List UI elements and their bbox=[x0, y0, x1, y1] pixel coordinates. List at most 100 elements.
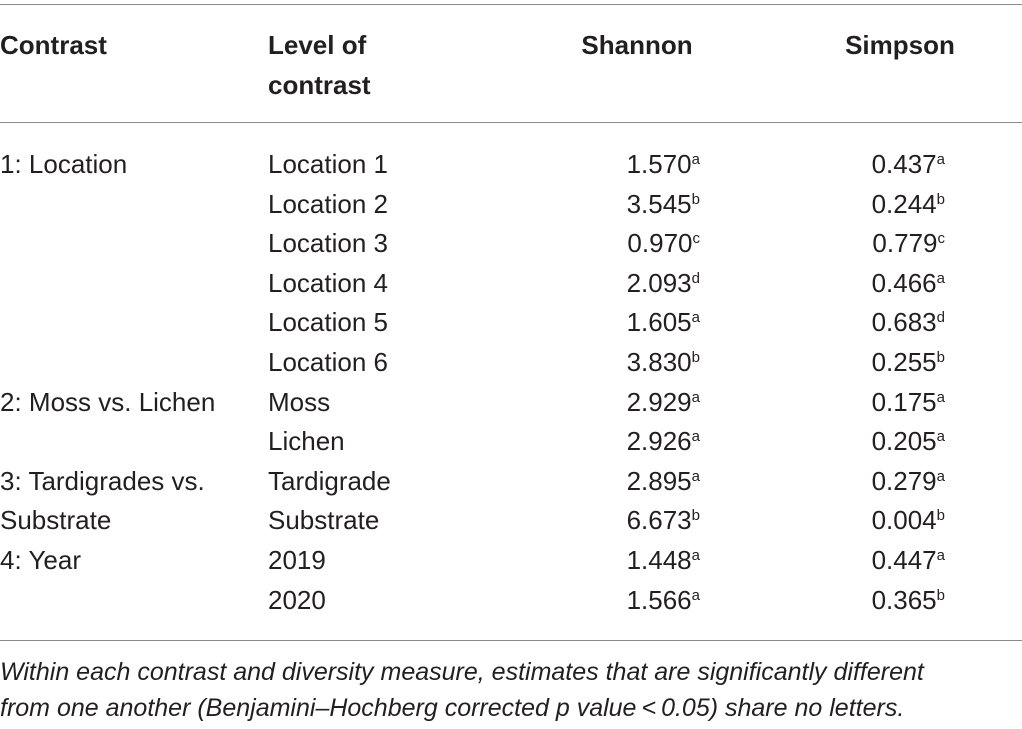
shannon-letter: b bbox=[691, 507, 700, 525]
shannon-value: 2.895 bbox=[626, 465, 692, 496]
simpson-value: 0.279 bbox=[871, 465, 937, 496]
simpson-letter: a bbox=[936, 388, 945, 406]
table-body: 1: Location Location 1 1.570a 0.437a Loc… bbox=[0, 145, 1022, 620]
simpson-value: 0.205 bbox=[871, 426, 937, 457]
cell-simpson: 0.205a bbox=[800, 422, 945, 462]
shannon-letter: b bbox=[691, 348, 700, 366]
cell-shannon: 1.566a bbox=[540, 581, 700, 621]
cell-shannon: 1.570a bbox=[540, 145, 700, 185]
simpson-letter: b bbox=[936, 586, 945, 604]
cell-shannon: 2.093d bbox=[540, 264, 700, 304]
shannon-letter: a bbox=[691, 546, 700, 564]
header-simpson: Simpson bbox=[845, 30, 955, 60]
cell-level: Location 5 bbox=[268, 307, 388, 338]
table-row: 3: Tardigrades vs. Tardigrade 2.895a 0.2… bbox=[0, 462, 1022, 502]
simpson-value: 0.447 bbox=[871, 544, 937, 575]
table-row: 2: Moss vs. Lichen Moss 2.929a 0.175a bbox=[0, 383, 1022, 423]
table-row: Location 5 1.605a 0.683d bbox=[0, 303, 1022, 343]
cell-level: Moss bbox=[268, 386, 331, 417]
shannon-value: 1.566 bbox=[626, 584, 692, 615]
simpson-letter: a bbox=[936, 269, 945, 287]
shannon-letter: d bbox=[691, 269, 700, 287]
table-footnote: Within each contrast and diversity measu… bbox=[0, 654, 1015, 726]
cell-contrast: 2: Moss vs. Lichen bbox=[0, 386, 216, 417]
cell-shannon: 2.929a bbox=[540, 383, 700, 423]
cell-shannon: 1.605a bbox=[540, 303, 700, 343]
cell-contrast: 4: Year bbox=[0, 544, 81, 575]
cell-shannon: 2.895a bbox=[540, 462, 700, 502]
shannon-letter: a bbox=[691, 586, 700, 604]
cell-shannon: 0.970c bbox=[540, 224, 700, 264]
shannon-letter: a bbox=[691, 309, 700, 327]
cell-simpson: 0.779c bbox=[800, 224, 945, 264]
cell-level: Substrate bbox=[268, 505, 380, 536]
table-row: 2020 1.566a 0.365b bbox=[0, 581, 1022, 621]
table-row: Location 6 3.830b 0.255b bbox=[0, 343, 1022, 383]
shannon-value: 6.673 bbox=[626, 505, 692, 536]
header-level-line2: contrast bbox=[268, 70, 371, 100]
cell-simpson: 0.365b bbox=[800, 581, 945, 621]
shannon-value: 2.929 bbox=[626, 386, 692, 417]
cell-contrast: Substrate bbox=[0, 505, 112, 536]
simpson-letter: a bbox=[936, 546, 945, 564]
shannon-letter: a bbox=[691, 467, 700, 485]
cell-level: Tardigrade bbox=[268, 465, 391, 496]
header-level-line1: Level of bbox=[268, 30, 367, 60]
header-shannon: Shannon bbox=[581, 30, 693, 60]
shannon-value: 2.093 bbox=[626, 267, 692, 298]
cell-level: Lichen bbox=[268, 426, 345, 457]
cell-level: Location 4 bbox=[268, 267, 388, 298]
simpson-letter: b bbox=[936, 348, 945, 366]
cell-shannon: 2.926a bbox=[540, 422, 700, 462]
cell-contrast: 1: Location bbox=[0, 149, 128, 179]
footnote-line-2: from one another (Benjamini–Hochberg cor… bbox=[0, 694, 905, 722]
simpson-value: 0.437 bbox=[871, 149, 937, 179]
simpson-letter: a bbox=[936, 467, 945, 485]
simpson-letter: a bbox=[936, 428, 945, 446]
cell-level: 2019 bbox=[268, 544, 326, 575]
simpson-letter: b bbox=[936, 190, 945, 208]
cell-level: Location 3 bbox=[268, 228, 388, 259]
table-row: Location 3 0.970c 0.779c bbox=[0, 224, 1022, 264]
table-top-rule bbox=[0, 4, 1022, 5]
cell-shannon: 6.673b bbox=[540, 501, 700, 541]
shannon-value: 0.970 bbox=[627, 228, 693, 259]
shannon-letter: a bbox=[691, 388, 700, 406]
simpson-value: 0.255 bbox=[871, 346, 937, 377]
simpson-letter: a bbox=[936, 151, 945, 168]
table-bottom-rule bbox=[0, 640, 1022, 641]
header-level-of-contrast: Level of contrast bbox=[268, 25, 371, 105]
simpson-value: 0.779 bbox=[872, 228, 938, 259]
table-row: 4: Year 2019 1.448a 0.447a bbox=[0, 541, 1022, 581]
table-row: Location 4 2.093d 0.466a bbox=[0, 264, 1022, 304]
cell-level: 2020 bbox=[268, 584, 326, 615]
cell-shannon: 1.448a bbox=[540, 541, 700, 581]
cell-simpson: 0.004b bbox=[800, 501, 945, 541]
cell-simpson: 0.244b bbox=[800, 185, 945, 225]
table-row: Location 2 3.545b 0.244b bbox=[0, 185, 1022, 225]
shannon-letter: a bbox=[691, 428, 700, 446]
cell-level: Location 2 bbox=[268, 188, 388, 219]
shannon-value: 3.545 bbox=[626, 188, 692, 219]
shannon-value: 1.448 bbox=[626, 544, 692, 575]
cell-simpson: 0.255b bbox=[800, 343, 945, 383]
footnote-line-1: Within each contrast and diversity measu… bbox=[0, 658, 924, 686]
simpson-value: 0.175 bbox=[871, 386, 937, 417]
header-contrast: Contrast bbox=[0, 30, 107, 60]
table-row: Substrate Substrate 6.673b 0.004b bbox=[0, 501, 1022, 541]
cell-level: Location 6 bbox=[268, 346, 388, 377]
header-bottom-rule bbox=[0, 122, 1022, 123]
shannon-letter: c bbox=[692, 230, 701, 248]
cell-shannon: 3.545b bbox=[540, 185, 700, 225]
cell-contrast: 3: Tardigrades vs. bbox=[0, 465, 205, 496]
cell-simpson: 0.466a bbox=[800, 264, 945, 304]
shannon-value: 2.926 bbox=[626, 426, 692, 457]
table-row: 1: Location Location 1 1.570a 0.437a bbox=[0, 145, 1022, 185]
simpson-letter: b bbox=[936, 507, 945, 525]
simpson-value: 0.466 bbox=[871, 267, 937, 298]
shannon-letter: a bbox=[691, 151, 700, 168]
simpson-value: 0.004 bbox=[871, 505, 937, 536]
shannon-letter: b bbox=[691, 190, 700, 208]
simpson-letter: d bbox=[936, 309, 945, 327]
cell-simpson: 0.683d bbox=[800, 303, 945, 343]
